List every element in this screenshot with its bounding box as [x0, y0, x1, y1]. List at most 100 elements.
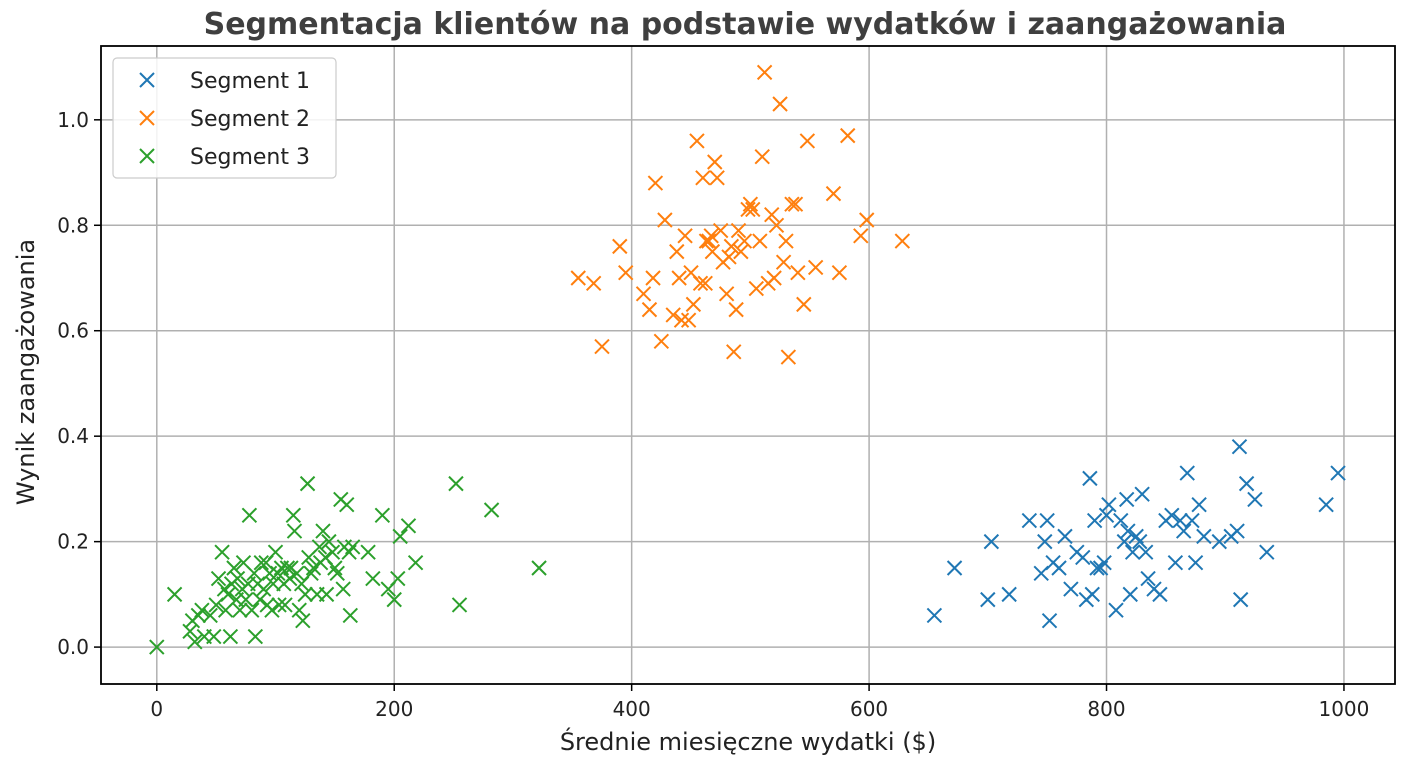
data-point [768, 217, 785, 233]
chart-title: Segmentacja klientów na podstawie wydatk… [204, 7, 1287, 42]
data-point [1179, 465, 1195, 481]
data-point [748, 280, 765, 297]
data-point [483, 502, 500, 518]
data-point [1140, 570, 1156, 587]
x-tick-label: 200 [375, 697, 413, 721]
data-point [210, 570, 227, 587]
data-point [645, 270, 661, 286]
data-point [1259, 544, 1275, 560]
data-point [669, 243, 685, 260]
legend-marker [139, 110, 155, 126]
data-point [1232, 591, 1249, 608]
legend-label: Segment 3 [190, 145, 310, 170]
data-point [657, 212, 673, 228]
data-point [1318, 497, 1334, 513]
data-point [339, 497, 355, 513]
data-point [299, 475, 316, 492]
data-point [285, 507, 302, 523]
data-point [342, 607, 359, 624]
data-point [1108, 602, 1124, 618]
data-point [229, 570, 246, 587]
data-point [222, 628, 239, 645]
data-point [703, 228, 719, 244]
data-point [1137, 544, 1154, 560]
data-point [374, 507, 391, 523]
data-point [390, 570, 406, 587]
data-point [1229, 523, 1245, 539]
data-point [289, 565, 305, 581]
data-point [1187, 555, 1204, 571]
data-point [647, 175, 664, 191]
data-point [315, 523, 331, 539]
x-axis-label: Średnie miesięczne wydatki ($) [560, 726, 936, 756]
data-point [726, 344, 742, 360]
legend-label: Segment 1 [190, 69, 310, 94]
data-point [1238, 475, 1255, 492]
data-point [277, 597, 293, 613]
data-point [1211, 533, 1228, 550]
data-point [780, 349, 797, 365]
data-point [247, 628, 264, 645]
data-point [1057, 528, 1073, 545]
data-point [255, 581, 272, 597]
data-point [894, 233, 911, 249]
data-point [718, 286, 735, 302]
legend-label: Segment 2 [190, 107, 310, 132]
data-point [723, 238, 740, 255]
data-point [1082, 470, 1098, 487]
data-point [775, 254, 792, 270]
data-point [1041, 613, 1058, 629]
x-tick-label: 400 [613, 697, 651, 721]
data-point [327, 560, 343, 576]
data-point [241, 507, 258, 523]
data-point [1330, 465, 1346, 481]
y-tick-label: 0.6 [57, 319, 89, 343]
data-point [1063, 581, 1079, 597]
data-point [1084, 586, 1100, 603]
data-point [238, 591, 254, 608]
data-point [692, 275, 709, 291]
data-point [1134, 486, 1150, 502]
data-point [1118, 491, 1135, 508]
data-point [1037, 533, 1053, 550]
data-point [1001, 586, 1017, 603]
data-point [641, 301, 658, 318]
data-point [766, 270, 782, 286]
data-point [745, 201, 761, 218]
data-point [253, 555, 269, 571]
data-point [653, 333, 670, 349]
data-point [365, 570, 381, 587]
legend-marker [139, 72, 155, 88]
data-point [149, 639, 165, 655]
data-point [612, 238, 628, 255]
data-point [728, 301, 744, 318]
data-point [754, 149, 770, 165]
data-point [194, 602, 210, 618]
y-axis-label: Wynik zaangażowania [12, 239, 40, 505]
data-point [689, 133, 705, 149]
data-point [1175, 523, 1192, 539]
data-point [983, 533, 1000, 550]
data-point [271, 597, 287, 613]
data-point [1247, 491, 1263, 508]
data-point [946, 560, 963, 576]
y-tick-label: 0.2 [57, 530, 89, 554]
data-point [329, 565, 345, 581]
data-point [707, 154, 723, 170]
chart-legend: Segment 1 Segment 2 Segment 3 [112, 57, 337, 179]
data-point [1075, 549, 1091, 566]
data-point [772, 96, 788, 112]
data-point [1113, 512, 1129, 529]
data-point [695, 170, 711, 186]
data-point [324, 544, 341, 560]
data-points [149, 64, 1346, 655]
data-point [671, 270, 687, 286]
data-point [980, 591, 996, 608]
data-point [618, 265, 634, 281]
data-point [825, 185, 842, 202]
series-segment-3 [149, 475, 547, 655]
data-point [733, 243, 749, 260]
data-point [318, 586, 335, 603]
